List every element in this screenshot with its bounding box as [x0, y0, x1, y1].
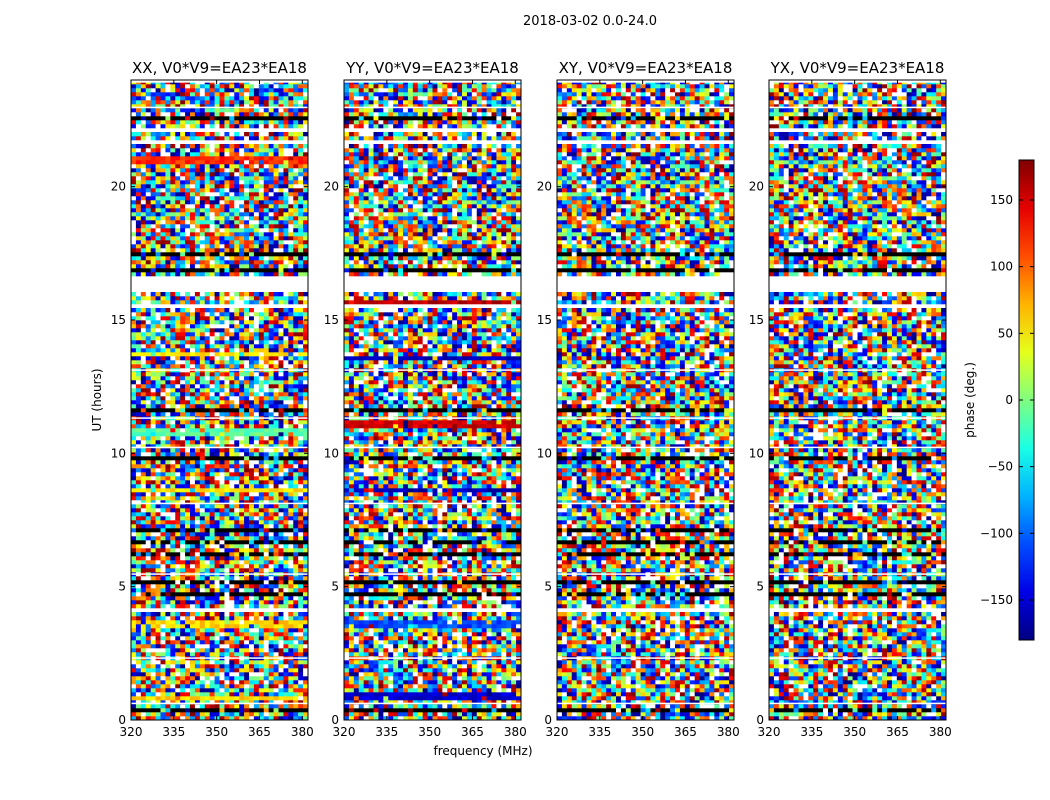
missing-row: [769, 417, 946, 419]
missing-row: [557, 417, 734, 419]
y-tick-label: 5: [756, 580, 764, 594]
missing-row: [769, 657, 946, 659]
y-tick-label: 10: [749, 446, 764, 460]
colorbar-tick-label: 100: [990, 260, 1013, 274]
missing-row: [344, 573, 521, 575]
x-tick-label: 365: [461, 725, 484, 739]
missing-row: [131, 703, 308, 705]
x-tick-label: 380: [929, 725, 952, 739]
missing-row: [344, 503, 521, 505]
y-tick-label: 15: [111, 313, 126, 327]
y-tick-label: 0: [544, 713, 552, 727]
panel-yx: YX, V0*V9=EA23*EA18 320 335 350 365 380 0 5 10 15…: [749, 59, 952, 739]
missing-row: [557, 107, 734, 109]
x-tick-label: 320: [546, 725, 569, 739]
x-tick-label: 365: [886, 725, 909, 739]
y-tick-label: 20: [749, 180, 764, 194]
missing-row: [557, 657, 734, 659]
colorbar-tick-label: −50: [988, 460, 1013, 474]
panel-xy: XY, V0*V9=EA23*EA18 320 335 350 365 380 0 5 10 15…: [537, 59, 740, 739]
y-tick-label: 15: [537, 313, 552, 327]
missing-row: [769, 703, 946, 705]
x-tick-label: 335: [800, 725, 823, 739]
missing-row: [131, 657, 308, 659]
missing-row: [344, 703, 521, 705]
phase-waterfall-figure: XX, V0*V9=EA23*EA18 320 335 350 365 380 0 5 10 15…: [0, 0, 1050, 800]
x-tick-label: 335: [588, 725, 611, 739]
missing-row: [131, 369, 308, 371]
missing-row: [344, 657, 521, 659]
y-tick-label: 5: [544, 580, 552, 594]
x-tick-label: 380: [717, 725, 740, 739]
missing-row: [769, 447, 946, 449]
missing-row: [769, 573, 946, 575]
x-tick-label: 365: [248, 725, 271, 739]
x-axis-label: frequency (MHz): [433, 744, 532, 758]
x-tick-label: 350: [418, 725, 441, 739]
missing-row: [344, 369, 521, 371]
missing-row: [344, 107, 521, 109]
x-tick-label: 320: [758, 725, 781, 739]
x-tick-label: 335: [375, 725, 398, 739]
colorbar-tick-label: −100: [980, 526, 1013, 540]
panel-xx: XX, V0*V9=EA23*EA18 320 335 350 365 380 0 5 10 15…: [111, 59, 314, 739]
y-tick-label: 5: [331, 580, 339, 594]
missing-row: [344, 447, 521, 449]
missing-row: [344, 417, 521, 419]
x-tick-label: 350: [631, 725, 654, 739]
panel-yy: YY, V0*V9=EA23*EA18 320 335 350 365 380 0 5 10 15…: [324, 59, 527, 739]
x-tick-label: 380: [291, 725, 314, 739]
y-tick-label: 10: [537, 446, 552, 460]
colorbar-label: phase (deg.): [963, 362, 977, 438]
y-tick-label: 0: [756, 713, 764, 727]
colorbar-tick-label: 150: [990, 193, 1013, 207]
missing-row: [769, 107, 946, 109]
panel-title: YY, V0*V9=EA23*EA18: [345, 59, 519, 77]
x-tick-label: 320: [120, 725, 143, 739]
y-tick-label: 10: [324, 446, 339, 460]
panel-title: XX, V0*V9=EA23*EA18: [132, 59, 307, 77]
x-tick-label: 350: [843, 725, 866, 739]
heatmap-cells: [769, 80, 946, 720]
missing-row: [131, 107, 308, 109]
missing-row: [131, 503, 308, 505]
x-tick-label: 350: [205, 725, 228, 739]
heatmap-cells: [344, 80, 521, 720]
x-tick-label: 335: [162, 725, 185, 739]
y-tick-label: 20: [324, 180, 339, 194]
colorbar-tick-label: 50: [998, 326, 1013, 340]
y-tick-label: 15: [749, 313, 764, 327]
missing-row: [769, 503, 946, 505]
y-tick-label: 15: [324, 313, 339, 327]
missing-row: [131, 573, 308, 575]
colorbar-tick-label: 0: [1005, 393, 1013, 407]
x-tick-label: 320: [333, 725, 356, 739]
y-tick-label: 0: [331, 713, 339, 727]
x-tick-label: 365: [674, 725, 697, 739]
missing-row: [557, 573, 734, 575]
missing-row: [557, 703, 734, 705]
panel-title: XY, V0*V9=EA23*EA18: [559, 59, 733, 77]
y-axis-label: UT (hours): [90, 368, 104, 431]
missing-row: [557, 503, 734, 505]
missing-row: [769, 369, 946, 371]
y-tick-label: 5: [118, 580, 126, 594]
y-tick-label: 20: [111, 180, 126, 194]
y-tick-label: 20: [537, 180, 552, 194]
missing-row: [557, 447, 734, 449]
missing-row: [131, 417, 308, 419]
heatmap-cells: [557, 80, 734, 720]
colorbar: −150 −100 −50 0 50 100 150 phase (deg.): [963, 160, 1034, 640]
y-tick-label: 10: [111, 446, 126, 460]
panel-title: YX, V0*V9=EA23*EA18: [770, 59, 945, 77]
x-tick-label: 380: [504, 725, 527, 739]
heatmap-cells: [131, 80, 308, 720]
missing-row: [557, 369, 734, 371]
missing-row: [131, 447, 308, 449]
y-tick-label: 0: [118, 713, 126, 727]
colorbar-tick-label: −150: [980, 593, 1013, 607]
